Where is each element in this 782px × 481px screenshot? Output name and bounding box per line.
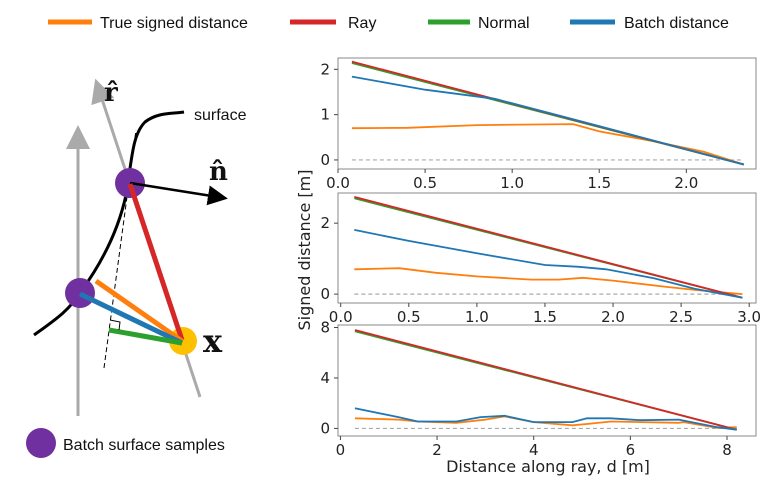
- y-tick-label: 1: [320, 106, 330, 124]
- plot-frame: [337, 324, 757, 437]
- series-true-signed-distance: [354, 267, 743, 295]
- chart-panel-2: 0.0 0.5 1.0 1.5 2.0 2.5 3.0 0 2: [320, 192, 761, 326]
- series-true-signed-distance: [351, 123, 745, 166]
- series-ray: [354, 329, 737, 431]
- right-angle-mark: [109, 319, 121, 331]
- normal-label: n̂: [209, 157, 228, 187]
- point-label: x: [203, 322, 223, 360]
- normal-distance-line: [108, 327, 183, 346]
- x-tick-label: 0.0: [326, 174, 350, 192]
- legend: True signed distance Ray Normal Batch di…: [48, 15, 729, 32]
- series-ray: [354, 196, 743, 299]
- chart-panel-3: 0 2 4 6 8 0 4 8: [320, 319, 757, 459]
- legend-label-ray: Ray: [348, 15, 376, 32]
- x-tick-label: 1.5: [533, 308, 557, 326]
- x-axis-label: Distance along ray, d [m]: [446, 457, 650, 476]
- x-tick-label: 0.5: [413, 174, 437, 192]
- x-tick-label: 1.0: [500, 174, 524, 192]
- x-tick-label: 2.0: [601, 308, 625, 326]
- y-tick-label: 0: [320, 285, 330, 303]
- x-tick-label: 6: [626, 441, 636, 459]
- plot-frame: [337, 57, 757, 170]
- legend-label-normal: Normal: [478, 15, 530, 32]
- x-tick-label: 1.5: [587, 174, 611, 192]
- x-tick-label: 1.0: [465, 308, 489, 326]
- x-tick-label: 0: [336, 441, 346, 459]
- samples-legend-marker: [26, 428, 56, 458]
- x-tick-label: 2.5: [669, 308, 693, 326]
- legend-label-batch-distance: Batch distance: [624, 15, 729, 32]
- y-axis-label: Signed distance [m]: [295, 170, 314, 331]
- y-tick-label: 2: [320, 214, 330, 232]
- sample-point-bottom: [65, 278, 95, 308]
- batch-distance-line: [78, 291, 184, 346]
- x-tick-label: 2: [432, 441, 442, 459]
- x-tick-label: 0.0: [329, 308, 353, 326]
- y-tick-label: 2: [320, 60, 330, 78]
- series-batch-distance: [351, 75, 745, 166]
- x-tick-label: 3.0: [737, 308, 761, 326]
- y-tick-label: 4: [320, 369, 330, 387]
- diagram: r̂ n̂ surface x Batch surface samples: [26, 78, 247, 458]
- y-tick-label: 0: [320, 419, 330, 437]
- series-batch-distance: [354, 229, 743, 299]
- plot-frame: [337, 192, 757, 304]
- x-tick-label: 0.5: [397, 308, 421, 326]
- true-distance-line: [94, 278, 184, 344]
- y-tick-label: 0: [320, 151, 330, 169]
- normal-arrow: [129, 181, 228, 206]
- chart-panel-1: 0.0 0.5 1.0 1.5 2.0 0 1 2: [320, 57, 757, 192]
- y-tick-label: 8: [320, 319, 330, 337]
- surface-label: surface: [194, 107, 247, 124]
- ray-distance-line: [127, 183, 185, 341]
- x-tick-label: 4: [529, 441, 539, 459]
- ray-label: r̂: [104, 78, 118, 108]
- legend-label-true-signed-distance: True signed distance: [100, 15, 248, 32]
- surface-curve: [33, 110, 185, 337]
- x-tick-label: 8: [722, 441, 732, 459]
- x-tick-label: 2.0: [674, 174, 698, 192]
- samples-legend-label: Batch surface samples: [63, 437, 225, 454]
- series-batch-distance: [354, 407, 737, 431]
